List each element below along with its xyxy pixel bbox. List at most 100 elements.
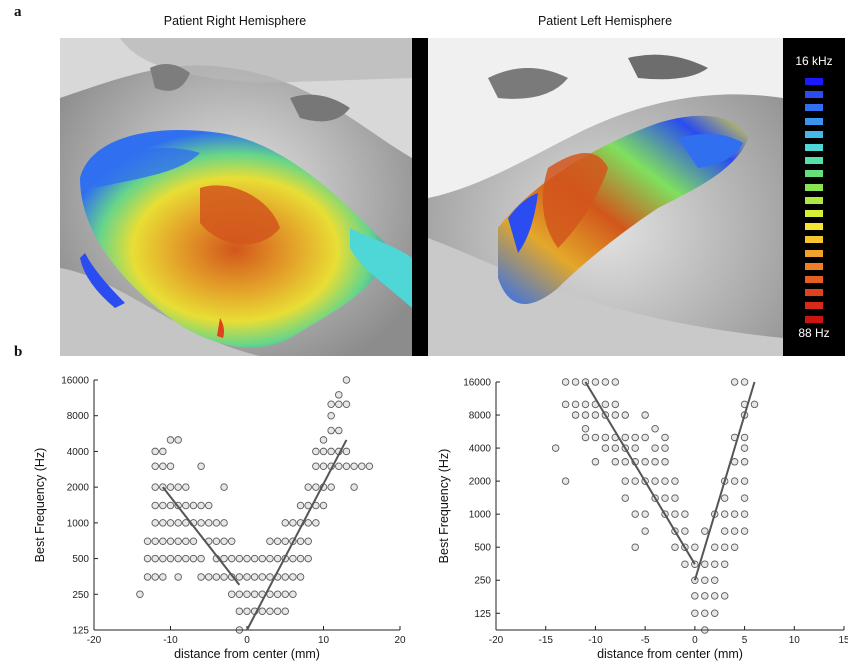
data-point [243, 554, 251, 563]
data-point [266, 554, 274, 563]
x-tick-label: 5 [742, 635, 748, 646]
data-point [641, 458, 649, 466]
regression-line [162, 486, 241, 586]
data-point [159, 447, 167, 456]
data-point [342, 447, 351, 456]
x-tick-label: 10 [789, 635, 801, 646]
data-point [220, 554, 228, 563]
data-point [166, 519, 175, 527]
data-point [342, 400, 351, 408]
data-point [671, 477, 679, 485]
data-point [281, 573, 290, 581]
data-point [273, 590, 282, 599]
data-point [189, 554, 198, 563]
data-point [621, 411, 630, 419]
data-point [561, 378, 570, 386]
x-axis-label: distance from center (mm) [174, 647, 320, 661]
data-point [304, 483, 312, 491]
data-point [740, 433, 749, 442]
data-point [730, 527, 739, 535]
y-tick-label: 125 [72, 626, 89, 637]
data-point [730, 510, 739, 518]
data-point [730, 543, 739, 551]
data-point [159, 573, 167, 581]
y-axis-label: Best Frequency (Hz) [437, 449, 451, 564]
data-point [235, 607, 244, 615]
data-point [220, 537, 228, 545]
data-point [174, 554, 182, 563]
colorbar-swatch [805, 130, 823, 138]
data-point [174, 519, 182, 527]
x-tick-label: 10 [318, 635, 330, 646]
data-point [720, 494, 729, 502]
data-point [671, 543, 679, 551]
data-point [243, 607, 251, 615]
data-point [258, 573, 267, 581]
data-point [174, 537, 182, 545]
data-point [151, 573, 159, 581]
data-point [631, 510, 639, 518]
y-axis-label: Best Frequency (Hz) [33, 448, 47, 563]
data-point [174, 436, 182, 444]
data-point [342, 462, 351, 471]
data-point [327, 426, 335, 435]
data-point [296, 573, 305, 581]
data-point [174, 483, 182, 491]
x-axis-label: distance from center (mm) [597, 647, 743, 661]
data-point [289, 590, 297, 599]
x-tick-label: -15 [538, 635, 553, 646]
data-point [631, 477, 639, 485]
colorbar-top-label: 16 kHz [795, 54, 833, 68]
colorbar-bottom-label: 88 Hz [798, 326, 830, 340]
data-point [235, 554, 244, 563]
x-tick-label: 0 [244, 635, 250, 646]
y-tick-label: 250 [72, 590, 89, 601]
data-point [611, 444, 620, 452]
data-point [182, 483, 190, 491]
data-point [740, 510, 749, 518]
data-point [151, 501, 159, 510]
data-point [601, 444, 610, 452]
data-point [601, 400, 610, 409]
data-point [611, 411, 620, 419]
data-point [304, 554, 312, 563]
data-point [143, 573, 152, 581]
data-point [641, 411, 649, 419]
data-point [159, 462, 167, 471]
data-point [312, 462, 320, 471]
data-point [327, 411, 335, 420]
data-point [258, 607, 267, 615]
data-point [730, 378, 739, 386]
data-point [151, 554, 159, 563]
data-point [197, 554, 205, 563]
data-point [319, 462, 328, 471]
data-point [621, 433, 630, 442]
data-point [621, 494, 630, 502]
data-point [661, 444, 669, 452]
data-point [220, 573, 228, 581]
data-point [159, 501, 167, 510]
data-point [204, 573, 213, 581]
data-point [189, 537, 198, 545]
data-point [740, 378, 749, 386]
data-point [182, 501, 190, 510]
data-point [220, 483, 228, 491]
data-point [581, 400, 590, 409]
y-tick-label: 4000 [469, 444, 492, 455]
panel-a-label: a [14, 4, 22, 20]
data-point [319, 447, 328, 456]
colorbar-swatch [805, 315, 823, 323]
data-point [740, 494, 749, 502]
data-point [651, 425, 659, 433]
data-point [350, 462, 358, 471]
data-point [250, 590, 259, 599]
data-point [710, 543, 719, 551]
data-point [136, 590, 144, 599]
x-tick-label: 0 [692, 635, 698, 646]
data-point [197, 573, 205, 581]
colorbar-swatch [805, 223, 823, 231]
data-point [730, 458, 739, 466]
data-point [281, 607, 290, 615]
data-point [182, 537, 190, 545]
data-point [611, 378, 620, 386]
